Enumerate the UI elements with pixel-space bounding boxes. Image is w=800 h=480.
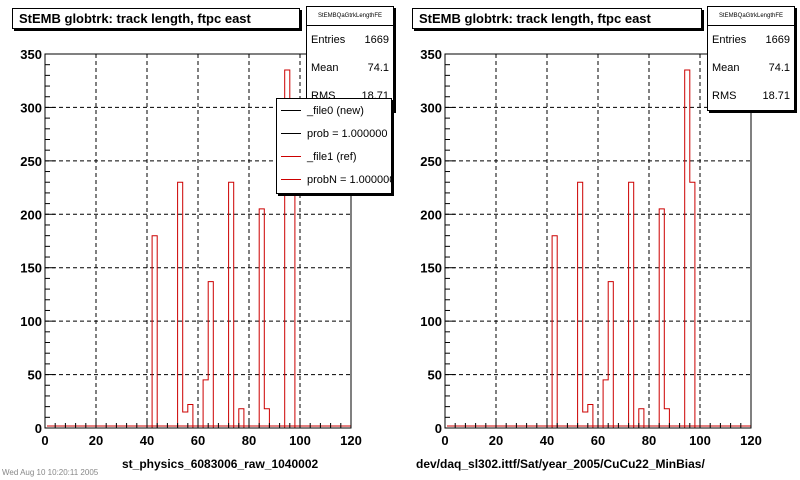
y-tick-label: 250: [20, 154, 42, 169]
x-tick-label: 100: [289, 433, 311, 448]
stats-mean-label: Mean: [712, 62, 740, 74]
plot-title-right-text: StEMB globtrk: track length, ftpc east: [419, 11, 651, 26]
y-tick-label: 300: [20, 100, 42, 115]
legend-entry: prob = 1.000000: [277, 122, 391, 145]
y-tick-label: 300: [420, 100, 442, 115]
x-tick-label: 80: [642, 433, 656, 448]
stats-rms-right: RMS 18.71: [708, 82, 794, 110]
legend-swatch-red: [281, 156, 301, 157]
legend-entry: _file0 (new): [277, 99, 391, 122]
x-tick-label: 100: [689, 433, 711, 448]
y-tick-label: 150: [20, 261, 42, 276]
legend-label: _file1 (ref): [307, 150, 357, 163]
legend-label: prob = 1.000000: [307, 127, 388, 140]
stats-entries-value: 1669: [364, 34, 389, 46]
x-tick-label: 120: [740, 433, 762, 448]
x-tick-label: 40: [140, 433, 154, 448]
x-tick-label: 40: [540, 433, 554, 448]
x-tick-label: 20: [489, 433, 503, 448]
stats-mean-value: 74.1: [367, 62, 389, 74]
legend-entry: _file1 (ref): [277, 145, 391, 168]
stats-name-right: StEMBQaGtrkLengthFE: [708, 7, 794, 26]
x-tick-label: 120: [340, 433, 362, 448]
stats-rms-label: RMS: [712, 90, 737, 102]
legend-swatch-black: [281, 110, 301, 111]
x-tick-label: 0: [41, 433, 48, 448]
file-label-right: dev/daq_sl302.ittf/Sat/year_2005/CuCu22_…: [416, 457, 705, 471]
y-tick-label: 50: [428, 368, 442, 383]
y-tick-label: 100: [20, 314, 42, 329]
plot-title-right: StEMB globtrk: track length, ftpc east: [412, 8, 702, 29]
stats-mean-left: Mean 74.1: [307, 54, 393, 82]
stats-box-left: StEMBQaGtrkLengthFE Entries 1669 Mean 74…: [306, 6, 394, 111]
y-tick-label: 200: [420, 207, 442, 222]
stats-entries-left: Entries 1669: [307, 26, 393, 54]
stats-entries-value: 1669: [765, 34, 790, 46]
stats-box-right: StEMBQaGtrkLengthFE Entries 1669 Mean 74…: [707, 6, 795, 111]
plot-title-left-text: StEMB globtrk: track length, ftpc east: [19, 11, 251, 26]
legend-label: probN = 1.000000: [307, 173, 392, 186]
legend-left: _file0 (new) prob = 1.000000 _file1 (ref…: [276, 98, 392, 194]
y-tick-label: 100: [420, 314, 442, 329]
legend-swatch-black: [281, 133, 301, 134]
stats-mean-label: Mean: [311, 62, 339, 74]
file-label-left: st_physics_6083006_raw_1040002: [122, 457, 319, 471]
stats-entries-right: Entries 1669: [708, 26, 794, 54]
y-tick-label: 50: [28, 368, 42, 383]
x-tick-label: 80: [242, 433, 256, 448]
legend-entry: probN = 1.000000: [277, 168, 391, 191]
y-tick-label: 0: [435, 421, 442, 436]
y-tick-label: 250: [420, 154, 442, 169]
plot-title-left: StEMB globtrk: track length, ftpc east: [12, 8, 300, 29]
x-tick-label: 20: [89, 433, 103, 448]
x-tick-label: 60: [591, 433, 605, 448]
y-tick-label: 350: [20, 47, 42, 62]
y-tick-label: 200: [20, 207, 42, 222]
y-tick-label: 0: [35, 421, 42, 436]
footer-timestamp: Wed Aug 10 10:20:11 2005: [2, 468, 99, 477]
stats-entries-label: Entries: [311, 34, 346, 46]
x-tick-label: 60: [191, 433, 205, 448]
stats-mean-value: 74.1: [768, 62, 790, 74]
stats-mean-right: Mean 74.1: [708, 54, 794, 82]
stats-entries-label: Entries: [712, 34, 747, 46]
y-tick-label: 150: [420, 261, 442, 276]
y-tick-label: 350: [420, 47, 442, 62]
legend-swatch-red: [281, 179, 301, 180]
stats-name-left: StEMBQaGtrkLengthFE: [307, 7, 393, 26]
legend-label: _file0 (new): [307, 104, 364, 117]
x-tick-label: 0: [441, 433, 448, 448]
stats-rms-value: 18.71: [762, 90, 790, 102]
